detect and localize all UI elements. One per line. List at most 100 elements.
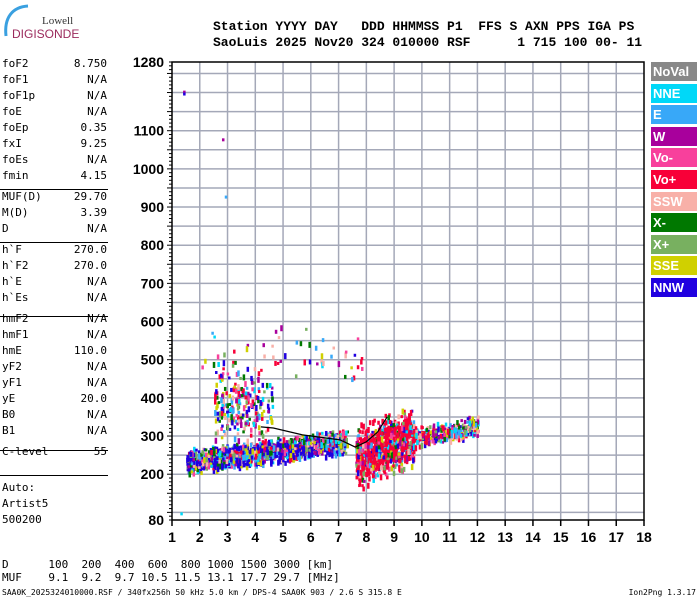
echo-point (283, 450, 287, 457)
echo-point (314, 445, 318, 451)
echo-point (262, 462, 265, 469)
echo-point (282, 457, 285, 463)
echo-point (294, 374, 298, 379)
echo-point (244, 462, 248, 466)
echo-point (299, 451, 303, 456)
echo-point (394, 449, 398, 454)
echo-point (357, 465, 360, 472)
echo-point (203, 448, 207, 452)
echo-point (270, 461, 273, 467)
echo-point (230, 387, 233, 392)
echo-point (466, 420, 469, 424)
echo-point (205, 457, 209, 463)
echo-point (192, 457, 196, 463)
echo-point (289, 453, 293, 459)
echo-point (213, 446, 217, 450)
echo-point (334, 445, 338, 451)
echo-point (329, 453, 333, 457)
echo-point (451, 425, 454, 430)
echo-point (468, 428, 472, 433)
echo-point (405, 420, 408, 424)
echo-point (234, 360, 237, 365)
echo-point (261, 396, 265, 402)
echo-point (277, 459, 280, 466)
echo-point (260, 368, 263, 372)
echo-point (394, 424, 397, 431)
echo-point (360, 366, 364, 371)
echo-point (395, 463, 399, 467)
echo-point (223, 431, 227, 437)
echo-point (389, 458, 393, 464)
echo-point (364, 450, 367, 455)
echo-point (324, 454, 328, 461)
echo-point (222, 399, 226, 406)
echo-point (216, 463, 220, 467)
echo-point (262, 409, 266, 413)
echo-point (236, 422, 239, 426)
echo-point (296, 444, 300, 449)
echo-point (226, 403, 229, 409)
echo-point (195, 460, 199, 467)
echo-point (271, 452, 275, 459)
echo-point (294, 447, 297, 451)
echo-point (385, 441, 389, 445)
echo-point (459, 438, 463, 442)
echo-point (224, 464, 227, 469)
echo-point (235, 457, 239, 464)
echo-point (392, 451, 396, 458)
x-tick-label: 3 (224, 529, 232, 545)
echo-point (219, 458, 222, 462)
echo-point (400, 446, 404, 451)
echo-point (337, 441, 341, 445)
echo-point (228, 376, 231, 380)
echo-point (429, 437, 433, 441)
echo-point (218, 463, 221, 470)
echo-point (402, 421, 405, 428)
echo-point (375, 446, 378, 453)
echo-point (286, 445, 289, 450)
echo-point (287, 448, 290, 452)
echo-point (301, 446, 304, 450)
echo-point (371, 433, 374, 437)
echo-point (421, 434, 425, 439)
echo-point (372, 448, 375, 454)
echo-point (386, 475, 389, 480)
echo-point (372, 459, 376, 466)
echo-point (216, 354, 220, 360)
legend-item-noval: NoVal (651, 62, 697, 81)
echo-point (228, 447, 232, 451)
echo-point (466, 417, 470, 421)
echo-point (439, 433, 443, 439)
echo-point (470, 427, 474, 432)
echo-point (394, 421, 398, 426)
echo-point (396, 443, 399, 449)
echo-point (365, 430, 369, 436)
echo-point (242, 430, 245, 434)
echo-point (239, 413, 242, 417)
echo-point (387, 418, 390, 425)
echo-point (445, 432, 448, 437)
echo-point (387, 432, 390, 437)
legend-item-nne: NNE (651, 83, 697, 103)
echo-point (343, 438, 347, 442)
echo-point (425, 437, 428, 442)
echo-point (385, 420, 388, 426)
echo-point (381, 443, 384, 448)
echo-point (218, 374, 222, 380)
echo-point (457, 429, 461, 436)
echo-point (240, 386, 244, 391)
echo-point (356, 337, 360, 341)
echo-point (230, 449, 234, 454)
echo-point (189, 463, 193, 468)
echo-point (397, 425, 400, 430)
echo-point (236, 415, 240, 421)
echo-point (457, 433, 461, 439)
echo-point (216, 411, 220, 416)
echo-point (391, 425, 395, 432)
echo-point (310, 435, 313, 439)
param-value: N/A (87, 408, 107, 421)
legend-item-w: W (651, 126, 697, 146)
echo-point (251, 380, 254, 385)
echo-point (367, 470, 370, 476)
echo-point (453, 427, 456, 434)
